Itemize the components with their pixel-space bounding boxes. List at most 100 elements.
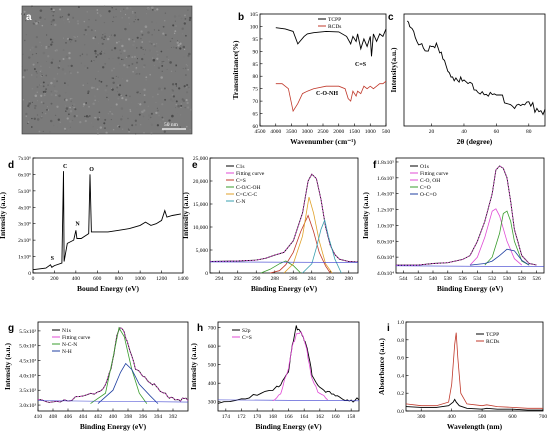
tem-grain (152, 57, 154, 59)
tem-grain (151, 43, 153, 45)
tem-grain (69, 71, 71, 73)
tem-grain (136, 12, 139, 15)
tem-grain (45, 46, 48, 50)
panel-d-peak-s: S (51, 256, 55, 262)
tem-grain (136, 58, 139, 60)
panel-d-xtick-label: 0 (32, 276, 35, 282)
tem-grain (185, 74, 187, 76)
tem-grain (115, 103, 118, 106)
tem-grain (126, 6, 129, 10)
tem-grain (65, 110, 67, 112)
panel-f-frame (395, 157, 545, 274)
tem-grain (121, 17, 123, 19)
tem-grain (99, 52, 102, 55)
tem-grain (36, 72, 38, 74)
tem-grain (117, 84, 120, 87)
tem-grain (175, 107, 176, 109)
tem-grain (35, 53, 37, 55)
tem-grain (64, 72, 67, 75)
tem-grain (172, 89, 175, 92)
tem-grain (65, 98, 68, 102)
tem-grain (41, 74, 44, 77)
tem-grain (39, 16, 42, 19)
panel-g-xtick-label: 404 (79, 414, 88, 420)
tem-grain (31, 117, 33, 120)
panel-d-ytick-label: 7x10⁶ (18, 156, 31, 162)
tem-grain (111, 49, 113, 51)
panel-g-legend-label: Fitting curve (62, 335, 91, 341)
panel-c-xtick-label: 40 (461, 129, 467, 135)
panel-g-legend-label: N-H (62, 349, 72, 355)
tem-grain (103, 122, 106, 125)
tem-grain (152, 96, 154, 98)
tem-grain (97, 54, 99, 56)
tem-grain (55, 48, 58, 52)
tem-grain (25, 112, 28, 116)
tem-grain (51, 41, 54, 44)
panel-b-xtick-label: 4000 (270, 129, 281, 135)
tem-grain (181, 32, 184, 35)
tem-grain (104, 97, 106, 99)
tem-grain (129, 7, 132, 9)
tem-grain (46, 61, 48, 63)
tem-grain (87, 82, 89, 84)
tem-grain (158, 87, 161, 90)
tem-grain (169, 40, 172, 43)
tem-image (22, 6, 192, 134)
panel-b-xlabel: Wavenumber (cm⁻¹) (290, 137, 356, 146)
panel-h-xtick-label: 174 (222, 414, 231, 420)
panel-b-xtick-label: 2000 (333, 129, 344, 135)
tem-grain (102, 66, 105, 69)
tem-grain (180, 17, 183, 20)
tem-grain (50, 7, 53, 11)
panel-g-ytick-label: 4.5x10³ (19, 359, 36, 365)
tem-grain (101, 42, 104, 45)
tem-grain (171, 114, 174, 118)
tem-grain (59, 60, 61, 62)
tem-grain (160, 50, 163, 53)
tem-grain (102, 34, 104, 36)
tem-grain (107, 113, 109, 115)
tem-grain (137, 18, 140, 21)
tem-grain (85, 102, 88, 104)
tem-grain (178, 14, 181, 18)
tem-grain (93, 60, 95, 62)
tem-grain (186, 125, 188, 128)
panel-f-ytick-label: 1.4x10⁵ (377, 192, 394, 198)
tem-grain (152, 58, 156, 62)
tem-grain (76, 19, 80, 23)
tem-grain (31, 87, 34, 90)
tem-grain (103, 35, 107, 38)
tem-grain (136, 106, 138, 108)
tem-grain (186, 101, 189, 105)
panel-d-peak-n: N (75, 221, 80, 227)
tem-grain (155, 43, 158, 45)
tem-grain (33, 21, 36, 24)
panel-g-xtick-label: 394 (154, 414, 163, 420)
tem-grain (113, 47, 117, 50)
tem-grain (183, 22, 186, 25)
tem-grain (104, 118, 107, 121)
tem-grain (123, 8, 125, 10)
panel-e-ylabel: Intensity (a.u.) (181, 192, 190, 239)
tem-grain (112, 113, 114, 115)
tem-grain (134, 18, 136, 21)
tem-grain (56, 105, 59, 108)
tem-grain (36, 114, 39, 116)
panel-f-legend-label: C=O (420, 185, 431, 191)
tem-grain (54, 90, 56, 92)
tem-grain (176, 113, 178, 114)
panel-f-xtick-label: 536 (458, 276, 467, 282)
tem-grain (167, 23, 169, 25)
tem-grain (94, 116, 96, 119)
tem-grain (49, 119, 53, 123)
tem-grain (150, 112, 153, 115)
tem-grain (124, 13, 127, 16)
tem-grain (98, 86, 100, 88)
tem-grain (137, 102, 139, 104)
tem-grain (105, 131, 108, 134)
tem-grain (55, 90, 58, 93)
panel-b-ytick-label: 85 (253, 62, 259, 68)
tem-grain (45, 34, 48, 36)
tem-grain (151, 34, 153, 36)
